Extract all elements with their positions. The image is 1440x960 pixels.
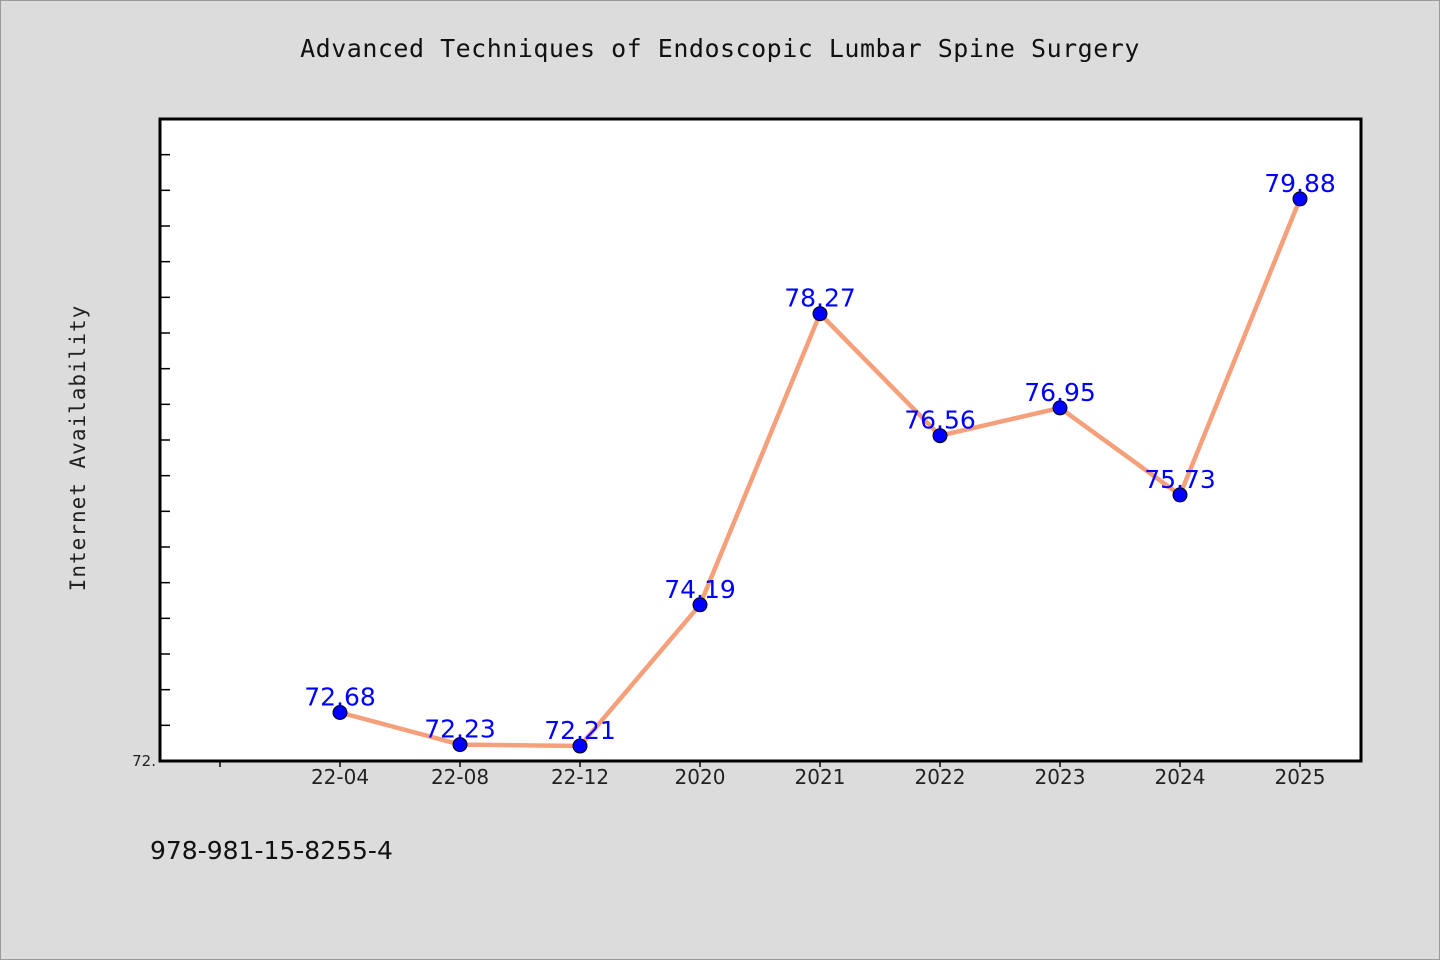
data-point: [332, 704, 348, 720]
data-label: 76.95: [1024, 378, 1096, 407]
x-tick-label: 2023: [1035, 765, 1086, 789]
y-tick-label: 72.: [132, 752, 156, 770]
data-point: [1292, 191, 1308, 207]
data-point: [1052, 400, 1068, 416]
data-point: [572, 738, 588, 754]
data-label: 76.56: [904, 406, 976, 435]
data-label: 75.73: [1144, 465, 1216, 494]
isbn-text: 978-981-15-8255-4: [150, 836, 393, 865]
data-label: 78.27: [784, 284, 856, 313]
data-point: [692, 597, 708, 613]
x-tick-label: 2024: [1155, 765, 1206, 789]
y-axis-ticks: 72.: [132, 118, 170, 770]
data-label: 74.19: [664, 575, 736, 604]
data-label: 79.88: [1264, 169, 1336, 198]
data-point: [932, 428, 948, 444]
data-label: 72.68: [304, 682, 376, 711]
plot-area: [158, 117, 1363, 763]
chart-title: Advanced Techniques of Endoscopic Lumbar…: [300, 34, 1140, 63]
x-tick-label: 2021: [795, 765, 846, 789]
data-labels: 72.68 72.23 72.21 74.19 78.27 76.56 76.95 75.73…: [304, 169, 1336, 745]
x-tick-label: 2022: [915, 765, 966, 789]
x-axis-ticks: 22-04 22-08 22-12 2020 2021 2022 2023 2024 2025: [219, 761, 1326, 789]
x-tick-label: 22-08: [431, 765, 489, 789]
data-point: [812, 306, 828, 322]
x-tick-label: 22-04: [311, 765, 369, 789]
data-label: 72.23: [424, 715, 496, 744]
x-tick-label: 2020: [675, 765, 726, 789]
data-label: 72.21: [544, 716, 616, 745]
data-points: [332, 191, 1308, 754]
x-tick-label: 22-12: [551, 765, 609, 789]
x-tick-label: 2025: [1275, 765, 1326, 789]
data-point: [452, 737, 468, 753]
data-point: [1172, 487, 1188, 503]
